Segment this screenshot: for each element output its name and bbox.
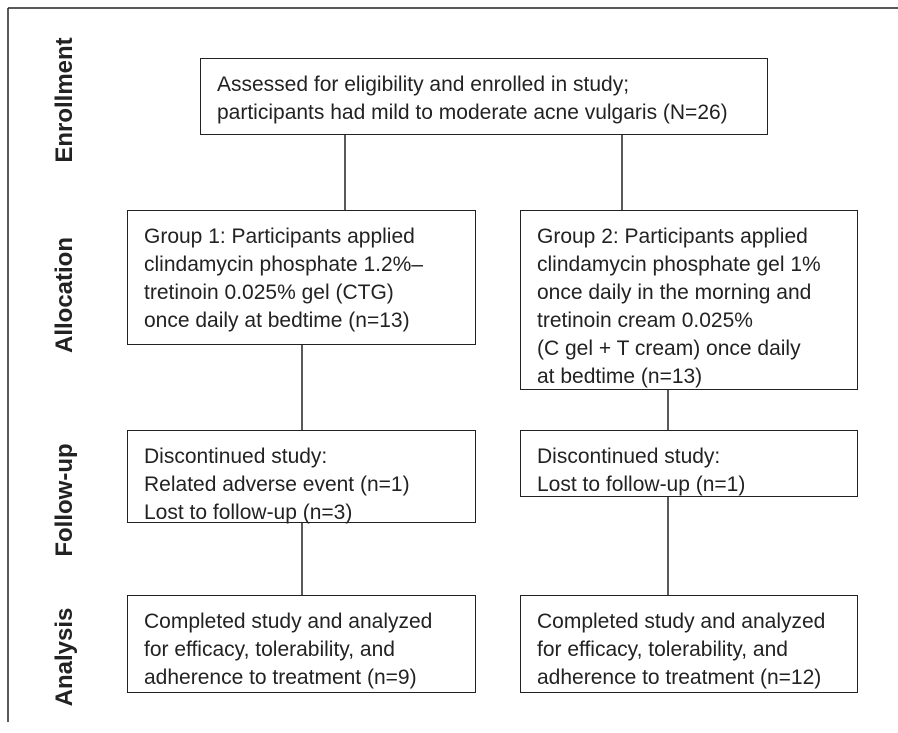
- box-text: once daily at bedtime (n=13): [144, 309, 410, 332]
- flow-box: Group 1: Participants applied clindamycin…: [127, 210, 476, 345]
- box-text: once daily in the morning and: [537, 281, 812, 304]
- box-text: for efficacy, tolerability, and: [537, 638, 788, 661]
- box-text: Completed study and analyzed: [144, 610, 433, 633]
- box-text: adherence to treatment (n=9): [144, 666, 417, 689]
- stage-label: Allocation: [51, 236, 78, 354]
- flow-box: Completed study and analyzed for efficacy…: [520, 595, 858, 693]
- box-text: Discontinued study:: [537, 445, 721, 468]
- box-text: Lost to follow-up (n=3): [144, 501, 353, 524]
- box-text: (C gel + T cream) once daily: [537, 337, 801, 360]
- box-text: tretinoin 0.025% gel (CTG): [144, 281, 394, 304]
- flow-box: Assessed for eligibility and enrolled in…: [200, 58, 768, 135]
- stage-label: Enrollment: [51, 37, 78, 163]
- flow-box: Completed study and analyzed for efficacy…: [127, 595, 476, 693]
- box-text: Assessed for eligibility and enrolled in…: [217, 73, 630, 96]
- flow-box: Group 2: Participants applied clindamycin…: [520, 210, 858, 390]
- box-text: Group 2: Participants applied: [537, 225, 808, 248]
- box-text: clindamycin phosphate gel 1%: [537, 253, 821, 276]
- flow-box: Discontinued study: Lost to follow-up (n=…: [520, 430, 858, 497]
- box-text: adherence to treatment (n=12): [537, 666, 822, 689]
- stage-label: Analysis: [51, 607, 78, 707]
- box-text: Discontinued study:: [144, 445, 328, 468]
- box-text: at bedtime (n=13): [537, 365, 703, 388]
- box-text: participants had mild to moderate acne v…: [217, 101, 728, 124]
- box-text: Group 1: Participants applied: [144, 225, 415, 248]
- box-text: tretinoin cream 0.025%: [537, 309, 753, 332]
- box-text: Related adverse event (n=1): [144, 473, 410, 496]
- box-text: Lost to follow-up (n=1): [537, 473, 746, 496]
- flow-box: Discontinued study: Related adverse event…: [127, 430, 476, 524]
- box-text: for efficacy, tolerability, and: [144, 638, 395, 661]
- box-text: Completed study and analyzed: [537, 610, 826, 633]
- stage-label: Follow-up: [51, 443, 78, 557]
- box-text: clindamycin phosphate 1.2%–: [144, 253, 424, 276]
